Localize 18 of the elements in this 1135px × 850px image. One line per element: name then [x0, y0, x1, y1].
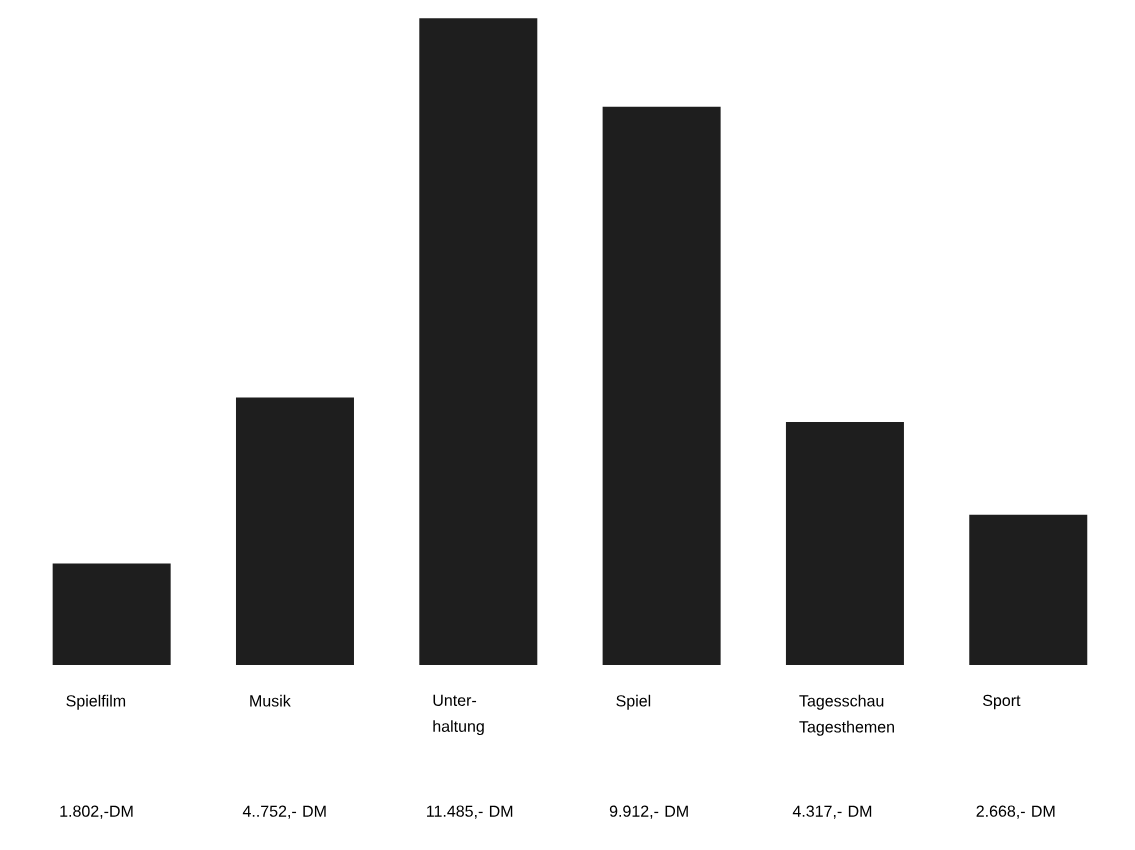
data-label: 9.912,- DM [609, 805, 688, 819]
data-label: 1.802,-DM [60, 805, 133, 819]
data-label: 4.317,- DM [792, 805, 872, 819]
bar [419, 18, 538, 665]
bar [602, 106, 721, 665]
data-label: 2.668,- DM [976, 805, 1055, 819]
bar [52, 563, 171, 665]
bar [969, 514, 1088, 665]
x-tick-label: Musik [250, 694, 291, 707]
x-tick-label: Spiel [616, 694, 651, 710]
data-label: 11.485,- DM [427, 805, 513, 819]
x-tick-label: Sport [983, 694, 1021, 710]
bar [785, 421, 904, 665]
x-tick-label: Tagesschau Tagesthemen [799, 694, 894, 736]
bar [235, 397, 354, 665]
x-tick-label: Spielfilm [66, 694, 126, 710]
data-label: 4..752,- DM [242, 805, 326, 819]
x-tick-label: Unter-haltung [433, 694, 484, 736]
